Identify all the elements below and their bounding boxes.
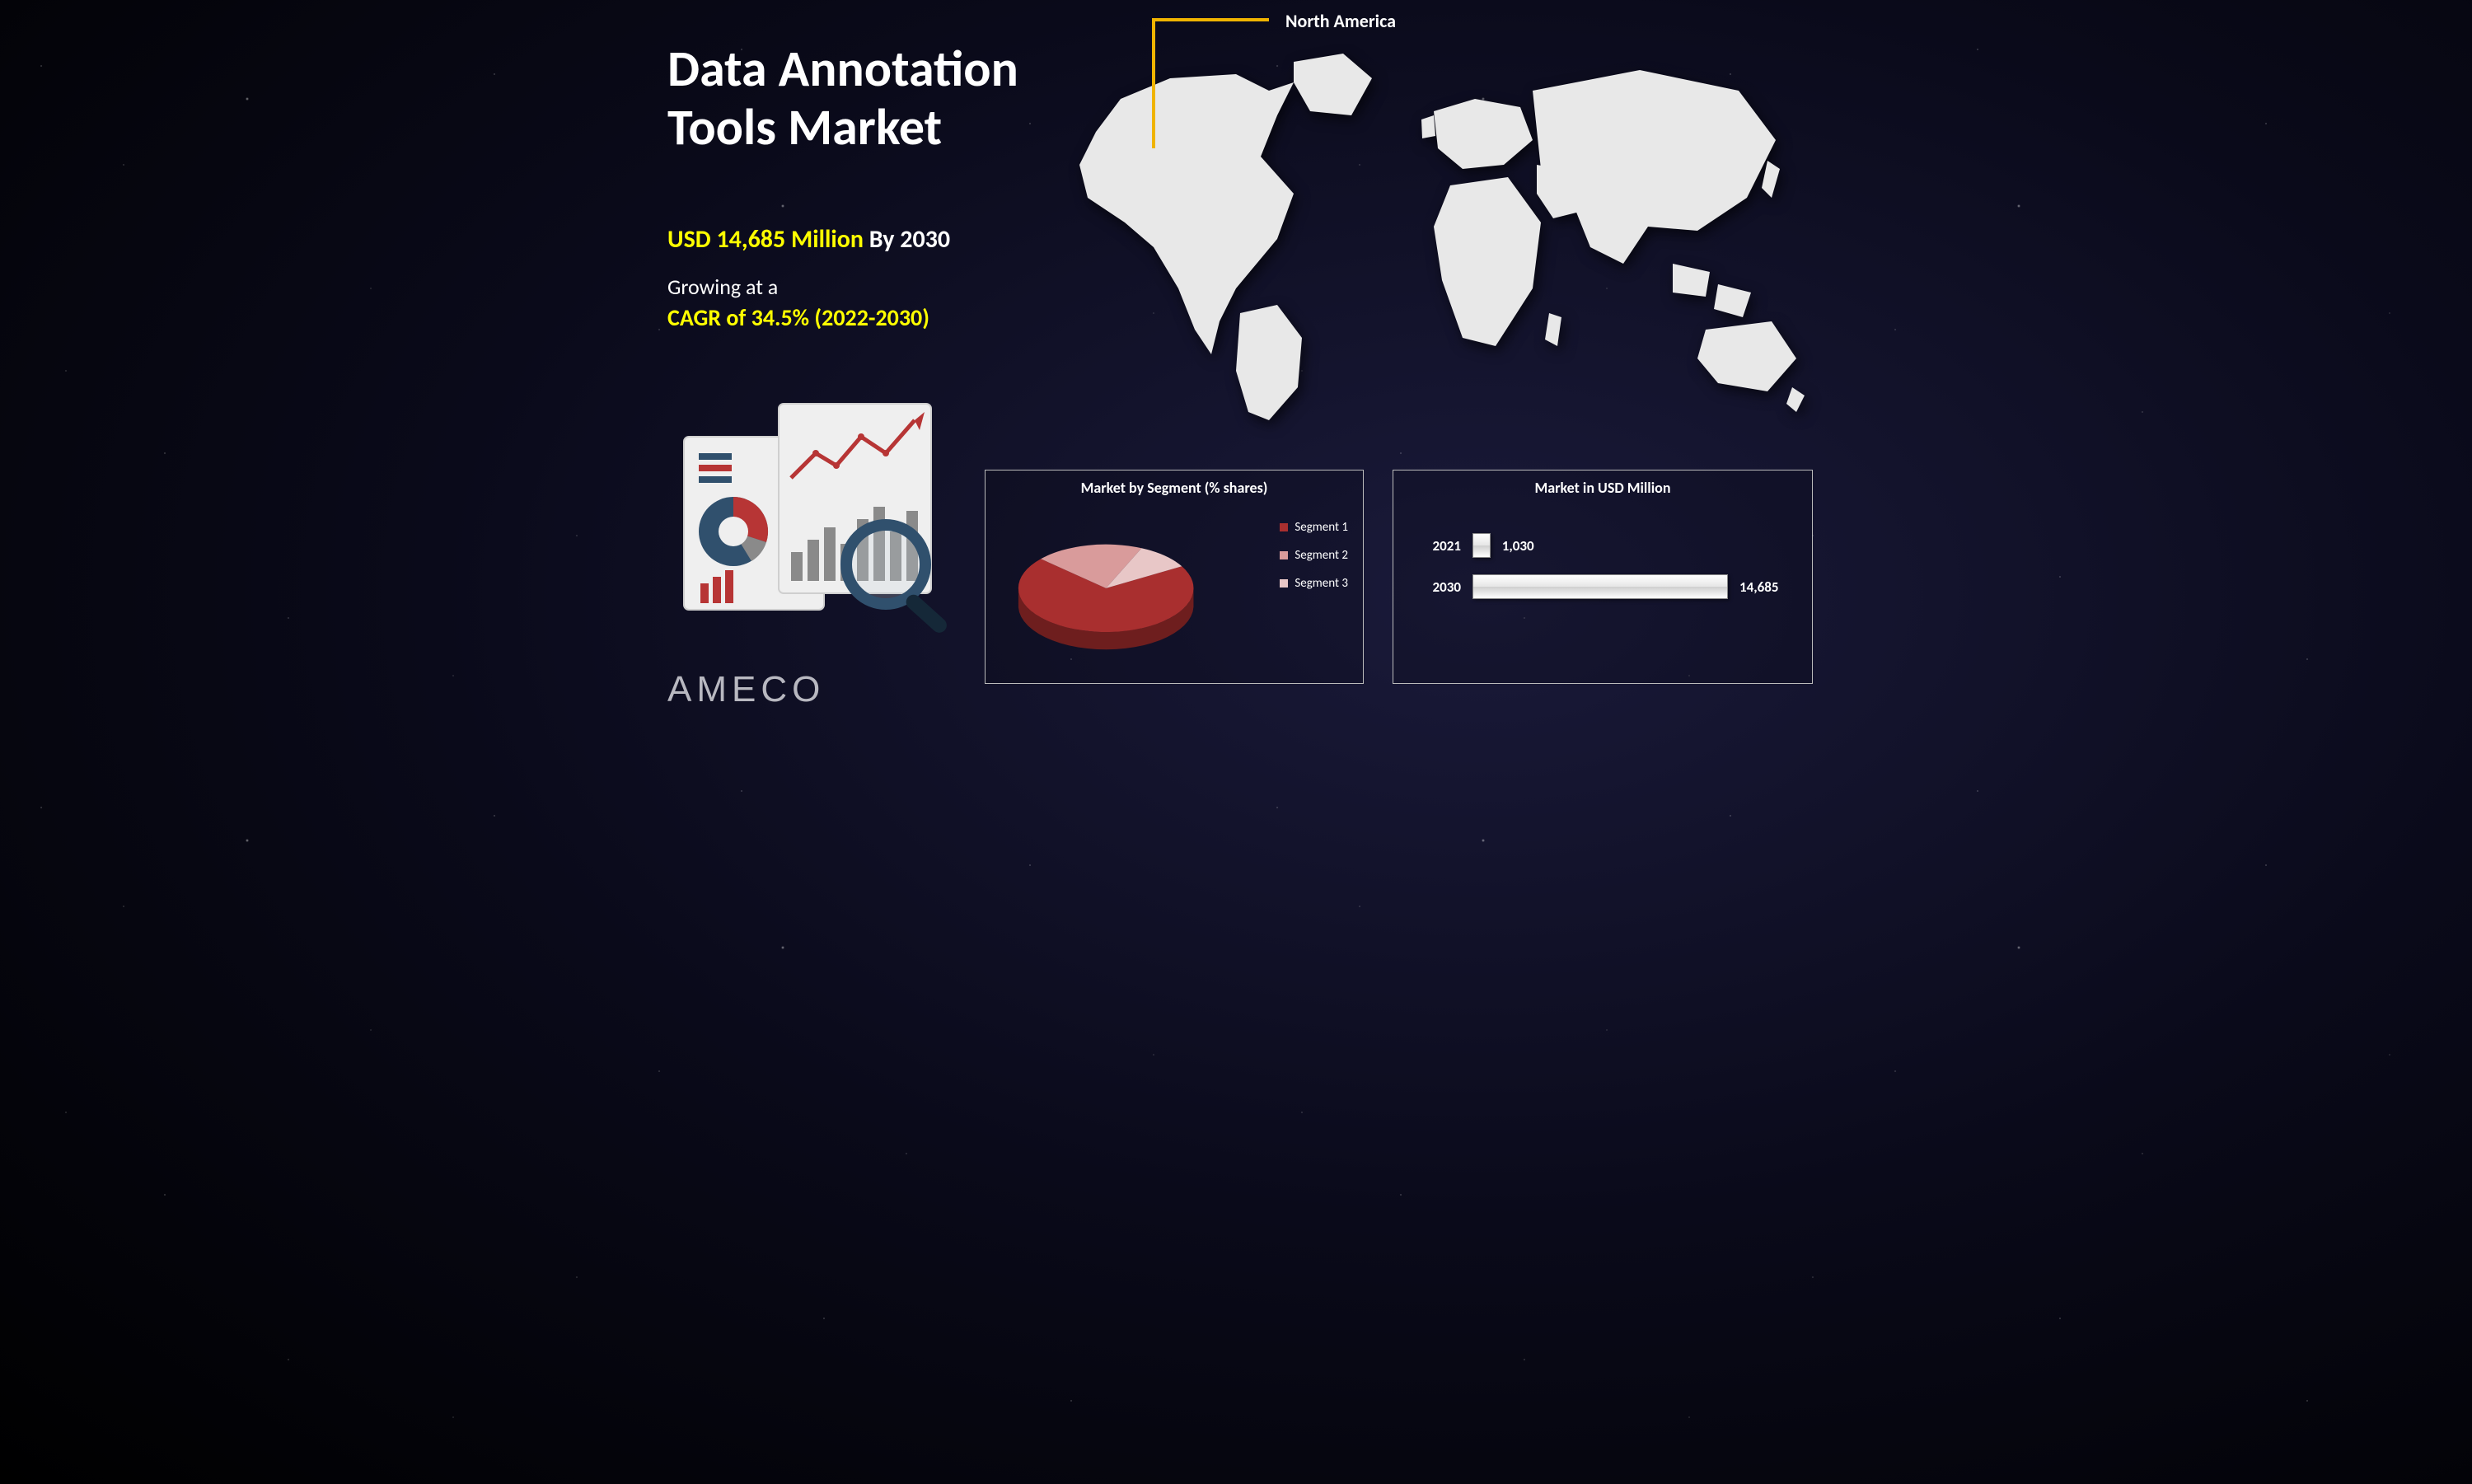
bar-fill	[1472, 533, 1491, 558]
legend-label: Segment 3	[1295, 576, 1348, 591]
legend-swatch-icon	[1280, 551, 1288, 559]
title-line-1: Data Annotation	[667, 37, 1018, 100]
pie-chart-panel: Market by Segment (% shares) Segment 1Se…	[985, 470, 1364, 684]
legend-swatch-icon	[1280, 523, 1288, 531]
brand-logo: AMECO	[667, 669, 825, 710]
legend-label: Segment 1	[1295, 520, 1348, 535]
magnifier-icon	[846, 525, 948, 634]
legend-label: Segment 2	[1295, 548, 1348, 563]
legend-item: Segment 2	[1280, 548, 1348, 563]
bar-track	[1472, 574, 1728, 599]
bar-chart-body: 2021 1,030 2030 14,685	[1393, 497, 1812, 624]
world-map-svg	[1046, 33, 1821, 428]
bar-value-label: 14,685	[1739, 578, 1778, 596]
bar-row: 2021 1,030	[1418, 533, 1787, 558]
map-callout-label: North America	[1285, 10, 1396, 32]
legend-item: Segment 3	[1280, 576, 1348, 591]
title-line-2: Tools Market	[667, 96, 942, 158]
bar-category-label: 2030	[1418, 578, 1461, 596]
kpi-suffix: By 2030	[869, 224, 950, 255]
growing-label: Growing at a	[667, 274, 778, 300]
page-title: Data Annotation Tools Market	[667, 40, 1018, 157]
bar-category-label: 2021	[1418, 537, 1461, 555]
bar-row: 2030 14,685	[1418, 574, 1787, 599]
cagr-value: CAGR of 34.5% (2022-2030)	[667, 303, 929, 332]
pie-chart-title: Market by Segment (% shares)	[986, 479, 1363, 497]
bar-chart-title: Market in USD Million	[1393, 479, 1812, 497]
world-map	[1046, 33, 1821, 428]
infographic-canvas: Data Annotation Tools Market USD 14,685 …	[618, 0, 1854, 742]
kpi-headline: USD 14,685 Million By 2030	[667, 224, 950, 255]
kpi-amount: USD 14,685 Million	[667, 224, 864, 255]
world-landmass	[1079, 54, 1805, 420]
pie-legend: Segment 1 Segment 2 Segment 3	[1280, 520, 1348, 591]
pie-chart-svg	[990, 502, 1229, 667]
legend-swatch-icon	[1280, 579, 1288, 588]
bar-fill	[1472, 574, 1728, 599]
bar-chart-panel: Market in USD Million 2021 1,030 2030 14,68…	[1393, 470, 1813, 684]
bar-value-label: 1,030	[1502, 537, 1534, 555]
bar-track	[1472, 533, 1491, 558]
analytics-clipart-icon	[667, 387, 948, 634]
legend-item: Segment 1	[1280, 520, 1348, 535]
